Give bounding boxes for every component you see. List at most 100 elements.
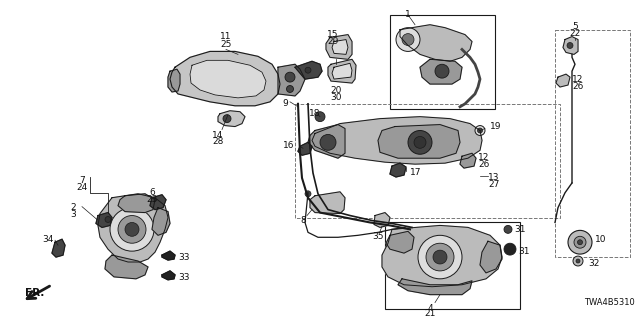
Circle shape <box>568 230 592 254</box>
Text: 5: 5 <box>572 22 578 31</box>
Text: 13: 13 <box>488 173 499 182</box>
Text: 31: 31 <box>518 247 529 256</box>
Circle shape <box>110 208 154 251</box>
Text: 3: 3 <box>70 210 76 219</box>
Text: 10: 10 <box>595 235 607 244</box>
Text: 15: 15 <box>327 30 339 39</box>
Polygon shape <box>152 208 170 235</box>
Polygon shape <box>400 25 472 61</box>
Circle shape <box>408 131 432 154</box>
Circle shape <box>435 64 449 78</box>
Circle shape <box>475 125 485 135</box>
Text: 21: 21 <box>424 309 436 318</box>
Circle shape <box>426 243 454 271</box>
Circle shape <box>287 85 294 92</box>
Polygon shape <box>390 163 406 177</box>
Polygon shape <box>378 124 460 158</box>
Circle shape <box>105 217 111 222</box>
Polygon shape <box>556 74 570 87</box>
Polygon shape <box>332 40 348 54</box>
Polygon shape <box>150 195 166 210</box>
Text: 32: 32 <box>588 259 600 268</box>
Text: 11: 11 <box>220 32 232 41</box>
Circle shape <box>285 72 295 82</box>
Circle shape <box>574 236 586 248</box>
Text: 17: 17 <box>410 168 422 177</box>
Text: 33: 33 <box>178 273 189 282</box>
Bar <box>385 222 520 309</box>
Text: 29: 29 <box>327 36 339 45</box>
Text: 24: 24 <box>76 183 88 192</box>
Text: 4: 4 <box>427 304 433 313</box>
Polygon shape <box>563 36 578 54</box>
Polygon shape <box>386 231 414 253</box>
Polygon shape <box>312 117 482 164</box>
Polygon shape <box>480 241 502 273</box>
Circle shape <box>567 43 573 48</box>
Circle shape <box>402 34 414 45</box>
Circle shape <box>125 222 139 236</box>
Text: 1: 1 <box>405 10 411 19</box>
Circle shape <box>477 128 483 133</box>
Polygon shape <box>162 271 175 280</box>
Polygon shape <box>52 239 65 257</box>
Circle shape <box>118 216 146 243</box>
Circle shape <box>576 259 580 263</box>
Text: 9: 9 <box>282 99 288 108</box>
Circle shape <box>418 235 462 279</box>
Circle shape <box>223 115 231 123</box>
Polygon shape <box>382 225 502 287</box>
Text: 2: 2 <box>70 203 76 212</box>
Circle shape <box>305 67 311 73</box>
Text: 6: 6 <box>149 188 155 197</box>
Circle shape <box>504 225 512 233</box>
Text: 16: 16 <box>283 141 294 150</box>
Circle shape <box>396 28 420 52</box>
Polygon shape <box>98 194 168 262</box>
Text: 34: 34 <box>42 235 54 244</box>
Polygon shape <box>460 153 476 168</box>
Polygon shape <box>374 212 390 228</box>
Circle shape <box>573 256 583 266</box>
Polygon shape <box>308 124 345 158</box>
Text: 20: 20 <box>330 86 341 95</box>
Polygon shape <box>168 69 180 92</box>
Polygon shape <box>295 61 322 79</box>
Text: 22: 22 <box>570 29 580 38</box>
Polygon shape <box>118 194 155 212</box>
Polygon shape <box>190 60 266 98</box>
Text: FR.: FR. <box>26 288 45 298</box>
Text: 28: 28 <box>212 137 224 147</box>
Polygon shape <box>332 63 352 79</box>
Polygon shape <box>96 212 112 228</box>
Text: 25: 25 <box>220 40 232 49</box>
Text: 27: 27 <box>488 180 499 189</box>
Text: 19: 19 <box>490 122 502 131</box>
Polygon shape <box>170 52 280 106</box>
Polygon shape <box>398 279 472 295</box>
Polygon shape <box>278 64 305 96</box>
Polygon shape <box>326 35 352 59</box>
Circle shape <box>577 240 582 245</box>
Text: 33: 33 <box>178 253 189 262</box>
Text: 23: 23 <box>147 195 157 204</box>
Circle shape <box>320 134 336 150</box>
Text: 12: 12 <box>478 153 490 162</box>
Text: 31: 31 <box>514 225 525 235</box>
Bar <box>390 15 495 109</box>
Polygon shape <box>298 142 312 155</box>
Polygon shape <box>218 111 245 126</box>
Polygon shape <box>162 251 175 260</box>
Polygon shape <box>328 59 356 83</box>
Text: 30: 30 <box>330 93 342 102</box>
Text: TWA4B5310: TWA4B5310 <box>584 298 635 307</box>
Polygon shape <box>105 255 148 279</box>
Polygon shape <box>420 59 462 84</box>
Bar <box>295 104 560 218</box>
Circle shape <box>414 136 426 148</box>
Circle shape <box>305 191 311 197</box>
Circle shape <box>504 243 516 255</box>
Text: 14: 14 <box>212 131 224 140</box>
Polygon shape <box>310 192 345 213</box>
Text: 35: 35 <box>372 232 384 241</box>
